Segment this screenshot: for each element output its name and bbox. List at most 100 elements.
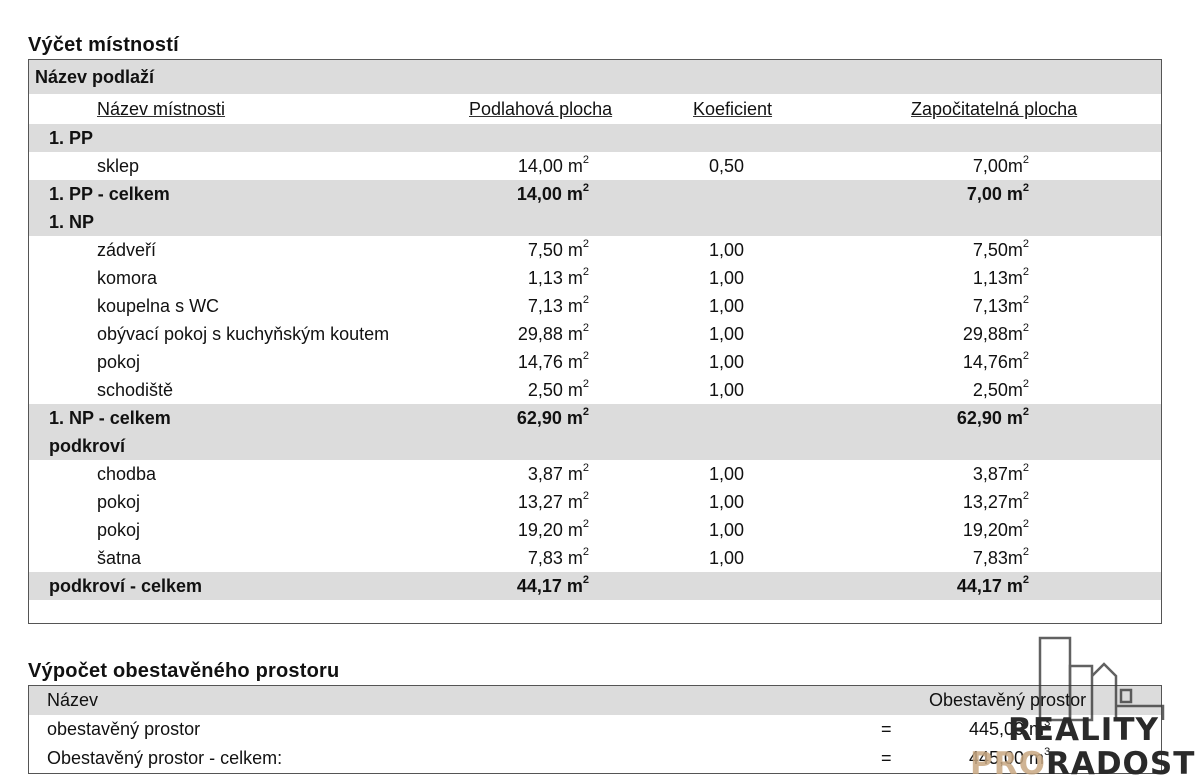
- room-coefficient: 1,00: [709, 380, 745, 400]
- room-name: koupelna s WC: [97, 296, 220, 316]
- floor-header-label: Název podlaží: [35, 67, 155, 87]
- column-header-row: Název místnosti Podlahová plocha Koefici…: [29, 94, 1161, 124]
- floor-total-row: 1. PP - celkem 14,00 m2 7,00 m2: [29, 180, 1161, 208]
- floor-group-row: 1. NP: [29, 208, 1161, 236]
- rooms-body: 1. PP sklep 14,00 m2 0,50 7,00m2 1. PP - celk…: [29, 124, 1161, 600]
- room-name: pokoj: [97, 352, 141, 372]
- room-coefficient: 1,00: [709, 492, 745, 512]
- volume-total-value: 445,00 m3: [969, 746, 1051, 769]
- room-floor-area: 2,50 m2: [527, 378, 589, 401]
- col-header-coefficient: Koeficient: [693, 99, 773, 119]
- room-floor-area: 29,88 m2: [517, 322, 589, 345]
- watermark-line1: REALITY: [1008, 712, 1159, 748]
- volume-total-equals: =: [881, 748, 892, 768]
- floor-group-row: podkroví: [29, 432, 1161, 460]
- volume-header-value: Obestavěný prostor: [929, 690, 1087, 710]
- room-row: schodiště 2,50 m2 1,00 2,50m2: [29, 376, 1161, 404]
- room-countable-area: 13,27m2: [962, 490, 1029, 513]
- col-header-name: Název místnosti: [97, 99, 226, 119]
- volume-row-value: 445,00 m3: [969, 717, 1051, 740]
- room-floor-area: 3,87 m2: [527, 462, 589, 485]
- room-coefficient: 1,00: [709, 268, 745, 288]
- room-countable-area: 19,20m2: [962, 518, 1029, 541]
- volume-total-row: Obestavěný prostor - celkem: = 445,00 m3: [29, 744, 1161, 773]
- volume-section-title: Výpočet obestavěného prostoru: [28, 660, 340, 682]
- room-coefficient: 1,00: [709, 548, 745, 568]
- room-countable-area: 3,87m2: [972, 462, 1029, 485]
- room-name: obývací pokoj s kuchyňským koutem: [97, 324, 390, 344]
- room-coefficient: 1,00: [709, 324, 745, 344]
- building-logo-icon: [1038, 636, 1165, 722]
- floor-group-row: 1. PP: [29, 124, 1161, 152]
- room-row: chodba 3,87 m2 1,00 3,87m2: [29, 460, 1161, 488]
- room-countable-area: 7,00m2: [972, 154, 1029, 177]
- room-floor-area: 14,00 m2: [517, 154, 589, 177]
- floor-total-area: 44,17 m2: [516, 574, 589, 597]
- volume-table: Název Obestavěný prostor obestavěný pros…: [28, 685, 1162, 774]
- room-coefficient: 1,00: [709, 240, 745, 260]
- watermark-line2: PRORADOST: [970, 746, 1196, 782]
- room-name: chodba: [97, 464, 157, 484]
- room-countable-area: 7,13m2: [972, 294, 1029, 317]
- room-row: koupelna s WC 7,13 m2 1,00 7,13m2: [29, 292, 1161, 320]
- floor-total-area: 14,00 m2: [516, 182, 589, 205]
- floor-total-countable-area: 62,90 m2: [956, 406, 1029, 429]
- volume-row-equals: =: [881, 719, 892, 739]
- room-floor-area: 13,27 m2: [517, 490, 589, 513]
- floor-total-row: podkroví - celkem 44,17 m2 44,17 m2: [29, 572, 1161, 600]
- room-row: obývací pokoj s kuchyňským koutem 29,88 m…: [29, 320, 1161, 348]
- col-header-countable-area: Započitatelná plocha: [911, 99, 1078, 119]
- floor-total-row: 1. NP - celkem 62,90 m2 62,90 m2: [29, 404, 1161, 432]
- floor-total-label: 1. NP - celkem: [49, 408, 171, 428]
- room-name: komora: [97, 268, 158, 288]
- room-name: sklep: [97, 156, 140, 176]
- volume-header-name: Název: [47, 690, 99, 710]
- floor-total-label: podkroví - celkem: [49, 576, 203, 596]
- volume-row-name: obestavěný prostor: [47, 719, 201, 739]
- room-row: šatna 7,83 m2 1,00 7,83m2: [29, 544, 1161, 572]
- room-floor-area: 7,50 m2: [527, 238, 589, 261]
- room-name: zádveří: [97, 240, 157, 260]
- room-floor-area: 19,20 m2: [517, 518, 589, 541]
- room-countable-area: 29,88m2: [962, 322, 1029, 345]
- room-row: zádveří 7,50 m2 1,00 7,50m2: [29, 236, 1161, 264]
- floor-header-row: Název podlaží: [29, 60, 1161, 94]
- room-floor-area: 7,13 m2: [527, 294, 589, 317]
- floor-total-countable-area: 7,00 m2: [966, 182, 1029, 205]
- room-row: pokoj 13,27 m2 1,00 13,27m2: [29, 488, 1161, 516]
- floor-total-label: 1. PP - celkem: [49, 184, 170, 204]
- floor-group-label: podkroví: [49, 436, 126, 456]
- volume-total-name: Obestavěný prostor - celkem:: [47, 748, 283, 768]
- volume-row: obestavěný prostor = 445,00 m3: [29, 715, 1161, 744]
- room-row: sklep 14,00 m2 0,50 7,00m2: [29, 152, 1161, 180]
- room-coefficient: 1,00: [709, 352, 745, 372]
- room-floor-area: 7,83 m2: [527, 546, 589, 569]
- room-coefficient: 0,50: [709, 156, 745, 176]
- room-floor-area: 1,13 m2: [527, 266, 589, 289]
- room-coefficient: 1,00: [709, 520, 745, 540]
- rooms-section-title: Výčet místností: [28, 34, 179, 56]
- room-name: pokoj: [97, 520, 141, 540]
- reality-pro-radost-watermark: REALITY PRORADOST: [968, 632, 1200, 783]
- room-name: pokoj: [97, 492, 141, 512]
- room-name: šatna: [97, 548, 142, 568]
- floor-total-area: 62,90 m2: [516, 406, 589, 429]
- floor-group-label: 1. PP: [49, 128, 94, 148]
- volume-header-row: Název Obestavěný prostor: [29, 686, 1161, 715]
- room-countable-area: 2,50m2: [972, 378, 1029, 401]
- col-header-floor-area: Podlahová plocha: [469, 99, 613, 119]
- rooms-table: Název podlaží Název místnosti Podlahová …: [28, 59, 1162, 624]
- room-coefficient: 1,00: [709, 464, 745, 484]
- room-row: komora 1,13 m2 1,00 1,13m2: [29, 264, 1161, 292]
- room-countable-area: 7,50m2: [972, 238, 1029, 261]
- room-floor-area: 14,76 m2: [517, 350, 589, 373]
- room-countable-area: 14,76m2: [962, 350, 1029, 373]
- room-coefficient: 1,00: [709, 296, 745, 316]
- floor-total-countable-area: 44,17 m2: [956, 574, 1029, 597]
- floor-group-label: 1. NP: [49, 212, 95, 232]
- room-countable-area: 7,83m2: [972, 546, 1029, 569]
- room-name: schodiště: [97, 380, 174, 400]
- room-row: pokoj 14,76 m2 1,00 14,76m2: [29, 348, 1161, 376]
- room-countable-area: 1,13m2: [972, 266, 1029, 289]
- room-row: pokoj 19,20 m2 1,00 19,20m2: [29, 516, 1161, 544]
